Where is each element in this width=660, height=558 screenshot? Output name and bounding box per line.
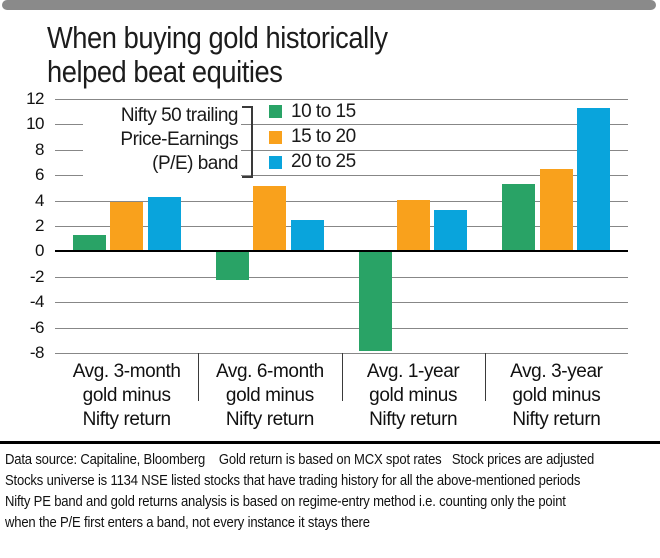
legend-title: Nifty 50 trailing Price-Earnings (P/E) b… <box>83 104 241 176</box>
legend-item-label: 15 to 20 <box>291 126 356 148</box>
legend-swatch-icon <box>269 130 282 144</box>
legend-title-line3: (P/E) band <box>152 153 238 174</box>
category-label-line: gold minus <box>225 385 314 406</box>
bar-pe-20-to-25-cat1 <box>147 197 181 251</box>
gridline-y4 <box>55 200 628 202</box>
legend-item-label: 10 to 15 <box>291 100 356 122</box>
category-label-1: Avg. 3-month gold minus Nifty return <box>55 356 198 442</box>
legend-item-20-to-25: 20 to 25 <box>263 150 356 175</box>
legend-title-line1: Nifty 50 trailing <box>120 105 239 126</box>
bar-pe-10-to-15-cat1 <box>72 235 106 251</box>
y-tick-label--8: -8 <box>29 343 45 362</box>
zero-axis-line <box>55 250 628 253</box>
y-tick-label-10: 10 <box>26 114 44 134</box>
category-label-line: gold minus <box>512 385 601 406</box>
gridline-y6 <box>55 175 628 177</box>
y-tick-label-8: 8 <box>35 139 44 159</box>
category-label-line: gold minus <box>82 385 171 406</box>
legend-item-15-to-20: 15 to 20 <box>263 124 356 149</box>
gridline-y10 <box>55 124 628 126</box>
category-label-line: Avg. 6-month <box>215 361 324 382</box>
y-tick-label-6: 6 <box>35 165 44 185</box>
bar-pe-10-to-15-cat2 <box>215 252 249 281</box>
legend-title-line2: Price-Earnings <box>120 129 238 150</box>
source-note: Data source: Capitaline, Bloomberg Gold … <box>5 449 660 533</box>
bar-pe-20-to-25-cat4 <box>577 108 611 251</box>
y-tick-label-0: 0 <box>35 241 44 261</box>
y-tick-label-2: 2 <box>35 216 44 235</box>
y-tick-label--6: -6 <box>29 317 45 337</box>
category-divider <box>484 353 486 401</box>
legend-swatch-icon <box>269 155 282 169</box>
bar-pe-15-to-20-cat4 <box>539 169 573 251</box>
legend-item-label: 20 to 25 <box>291 151 356 173</box>
bar-pe-15-to-20-cat3 <box>396 199 430 251</box>
footer-divider <box>0 441 660 444</box>
gridline-y-6 <box>55 327 628 329</box>
legend-bracket <box>242 106 253 178</box>
legend-swatch-icon <box>269 105 282 119</box>
category-divider <box>341 353 343 401</box>
category-label-2: Avg. 6-month gold minus Nifty return <box>198 353 341 442</box>
category-label-line: Nifty return <box>225 409 315 430</box>
bar-pe-10-to-15-cat4 <box>502 184 536 251</box>
gridline-y2 <box>55 226 628 227</box>
source-note-line-4: when the P/E first enters a band, not ev… <box>5 514 370 531</box>
y-tick-label-4: 4 <box>35 190 44 210</box>
source-note-line-3: Nifty PE band and gold returns analysis … <box>5 493 566 510</box>
bar-pe-10-to-15-cat3 <box>359 252 393 352</box>
plot-area: Nifty 50 trailing Price-Earnings (P/E) b… <box>55 99 628 354</box>
category-label-line: Avg. 3-month <box>72 361 181 382</box>
bar-pe-15-to-20-cat1 <box>110 202 144 251</box>
source-note-line-2: Stocks universe is 1134 NSE listed stock… <box>5 472 581 489</box>
category-label-line: gold minus <box>369 385 458 406</box>
category-axis-labels: Avg. 3-month gold minus Nifty return Avg. 6… <box>55 353 628 442</box>
chart-title: When buying gold historically helped beat… <box>47 21 388 89</box>
gridline-y12 <box>55 99 628 100</box>
category-label-line: Nifty return <box>369 409 458 430</box>
y-tick-label-12: 12 <box>26 89 44 108</box>
y-tick-label--4: -4 <box>29 292 45 312</box>
source-note-line-1: Data source: Capitaline, Bloomberg Gold … <box>5 451 595 468</box>
legend-item-10-to-15: 10 to 15 <box>263 99 356 124</box>
category-divider <box>198 353 200 401</box>
gridline-y8 <box>55 149 628 151</box>
chart-title-line1: When buying gold historically <box>47 20 388 55</box>
bar-pe-20-to-25-cat2 <box>290 219 324 251</box>
y-tick-label--2: -2 <box>29 266 45 286</box>
gridline-y-2 <box>55 276 628 278</box>
category-label-3: Avg. 1-year gold minus Nifty return <box>341 353 485 442</box>
bar-pe-20-to-25-cat3 <box>434 209 468 251</box>
chart-title-line2: helped beat equities <box>47 54 283 89</box>
category-label-line: Nifty return <box>512 409 601 430</box>
bar-pe-15-to-20-cat2 <box>253 185 287 251</box>
category-label-line: Nifty return <box>82 409 172 430</box>
gridline-y-4 <box>55 302 628 304</box>
legend: 10 to 15 15 to 20 20 to 25 <box>263 99 356 175</box>
category-label-line: Avg. 3-year <box>510 361 603 382</box>
category-label-4: Avg. 3-year gold minus Nifty return <box>484 353 628 442</box>
category-label-line: Avg. 1-year <box>366 361 460 382</box>
top-accent-bar <box>2 0 656 10</box>
